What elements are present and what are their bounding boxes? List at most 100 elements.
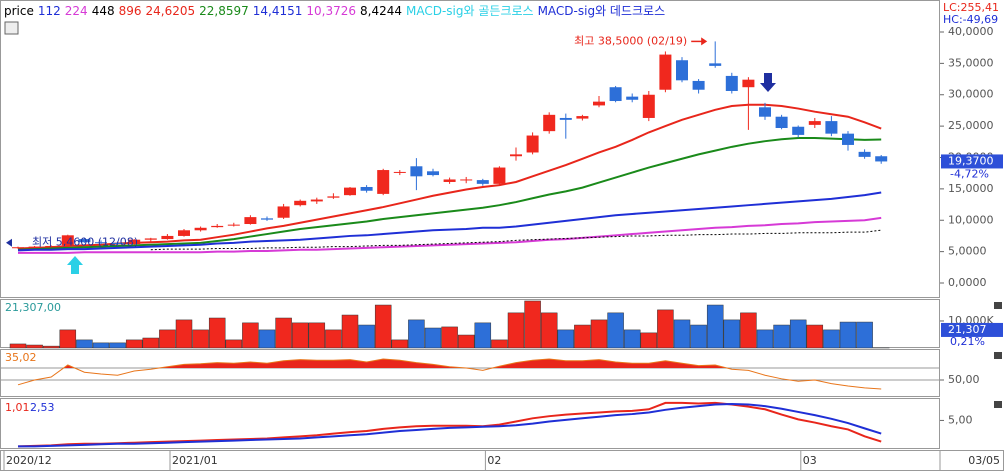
volume-bar bbox=[159, 329, 176, 349]
volume-bar bbox=[524, 300, 541, 349]
volume-bar bbox=[773, 324, 790, 349]
volume-bar bbox=[424, 327, 442, 349]
volume-bar bbox=[9, 343, 27, 349]
volume-bar bbox=[673, 319, 691, 349]
volume-change-label: 0,21% bbox=[950, 335, 985, 348]
macd-line bbox=[18, 402, 882, 448]
candle-body bbox=[808, 121, 821, 125]
volume-bar bbox=[391, 339, 409, 349]
y-tick-label: 10,0000 bbox=[948, 213, 994, 226]
last-price-box bbox=[941, 154, 1003, 169]
ma-value-label: 8,4244 bbox=[360, 4, 402, 18]
main-panel bbox=[0, 0, 940, 298]
candle-body bbox=[45, 245, 58, 247]
price-label: price bbox=[4, 4, 34, 18]
ma-value-label: 10,3726 bbox=[306, 4, 356, 18]
volume-bar bbox=[557, 329, 575, 349]
signal-label: MACD-sig와 데드크로스 bbox=[537, 4, 666, 18]
volume-bar bbox=[308, 322, 326, 349]
candle-body bbox=[178, 230, 190, 236]
candle-body bbox=[128, 239, 141, 245]
volume-bar bbox=[657, 309, 674, 349]
candle-body bbox=[543, 114, 556, 132]
volume-bar bbox=[59, 329, 77, 349]
lc-label: LC:255,41 bbox=[943, 1, 999, 14]
moving-average bbox=[17, 103, 882, 250]
candle-body bbox=[792, 126, 805, 135]
period-label: 224 bbox=[64, 4, 88, 18]
volume-bar bbox=[540, 312, 558, 349]
candle-body bbox=[825, 121, 838, 134]
close-icon[interactable] bbox=[994, 302, 1002, 309]
candle-body bbox=[676, 60, 688, 81]
candle-body bbox=[775, 116, 788, 129]
volume-bar bbox=[491, 339, 508, 349]
tool-icon[interactable] bbox=[4, 21, 19, 35]
series-label: 2,53 bbox=[30, 401, 55, 414]
candle-body bbox=[111, 242, 124, 245]
y-tick-label: 50,00 bbox=[948, 373, 980, 386]
candle-body bbox=[858, 151, 871, 157]
volume-bar bbox=[823, 329, 840, 349]
candle-body bbox=[725, 75, 738, 91]
candle-body bbox=[161, 235, 174, 240]
panel-title: 35,02 bbox=[5, 351, 37, 364]
candle-body bbox=[642, 94, 655, 118]
period-label: 448 bbox=[91, 4, 115, 18]
candle-body bbox=[61, 235, 74, 246]
signal-label: MACD-sig와 골든크로스 bbox=[406, 4, 534, 18]
candle-body bbox=[576, 116, 589, 119]
volume-bar bbox=[623, 329, 641, 349]
volume-bar bbox=[789, 319, 807, 349]
date-bar bbox=[0, 450, 1004, 471]
candle-body bbox=[360, 186, 373, 191]
candle-body bbox=[493, 167, 506, 184]
volume-bar bbox=[175, 319, 193, 349]
volume-bar bbox=[242, 322, 259, 349]
high-arrow-head bbox=[701, 37, 708, 46]
candle-body bbox=[510, 154, 522, 157]
rsi-panel bbox=[0, 349, 940, 397]
volume-bar bbox=[109, 342, 126, 349]
volume-bar bbox=[474, 322, 492, 349]
candle-body bbox=[377, 170, 390, 194]
volume-bar bbox=[723, 319, 741, 349]
rsi-area bbox=[63, 359, 728, 369]
volume-bar bbox=[806, 324, 824, 349]
ma-value-label: 22,8597 bbox=[199, 4, 249, 18]
volume-bar bbox=[740, 312, 757, 349]
volume-bar bbox=[291, 322, 309, 349]
panel-title: 21,307,00 bbox=[5, 301, 61, 314]
candle-body bbox=[28, 246, 41, 248]
candle-body bbox=[609, 87, 622, 102]
candle-body bbox=[692, 80, 705, 90]
candle-body bbox=[78, 239, 91, 243]
volume-bar bbox=[607, 312, 624, 349]
volume-bar bbox=[441, 326, 458, 349]
candle-body bbox=[261, 218, 273, 220]
close-icon[interactable] bbox=[994, 401, 1002, 408]
y-tick-label: 5,0000 bbox=[948, 245, 987, 258]
candle-body bbox=[227, 224, 240, 226]
volume-bar bbox=[358, 324, 375, 349]
y-tick-label: 5,00 bbox=[948, 413, 973, 426]
candle-body bbox=[742, 79, 755, 88]
volume-bar bbox=[590, 319, 608, 349]
last-volume-label: 21,307 bbox=[948, 323, 987, 336]
y-tick-label: 30,0000 bbox=[948, 88, 994, 101]
period-label: 896 bbox=[118, 4, 142, 18]
volume-bar bbox=[756, 329, 774, 349]
y-tick-label: 25,0000 bbox=[948, 119, 994, 132]
high-annotation: 최고 38,5000 (02/19) bbox=[574, 34, 687, 47]
volume-bar bbox=[374, 304, 392, 349]
volume-bar bbox=[142, 337, 160, 349]
candle-body bbox=[842, 133, 854, 145]
candle-body bbox=[559, 117, 572, 120]
close-icon[interactable] bbox=[994, 352, 1002, 359]
candle-body bbox=[244, 217, 257, 225]
ma-value-label: 14,4151 bbox=[252, 4, 303, 18]
x-tick-label: 02 bbox=[487, 454, 501, 467]
candle-body bbox=[593, 101, 605, 106]
low-arrow-head bbox=[6, 238, 12, 247]
